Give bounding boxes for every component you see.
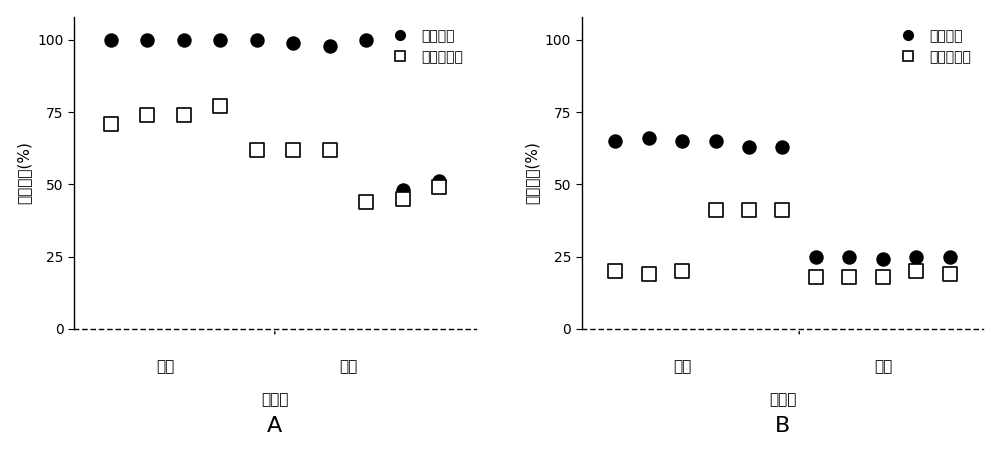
Y-axis label: 氨挥发率(%): 氨挥发率(%)	[17, 141, 32, 204]
Point	[942, 270, 958, 278]
Point	[875, 256, 891, 263]
Text: 白天: 白天	[673, 359, 691, 374]
Text: 夜晰: 夜晰	[874, 359, 892, 374]
Point	[908, 253, 924, 260]
Point	[908, 267, 924, 275]
Y-axis label: 氨挥发率(%): 氨挥发率(%)	[524, 141, 539, 204]
Point	[641, 270, 657, 278]
Point	[212, 36, 228, 43]
Point	[774, 143, 790, 151]
Point	[808, 273, 824, 281]
Text: 培养皿: 培养皿	[261, 392, 289, 407]
Point	[942, 253, 958, 260]
Point	[395, 186, 411, 194]
Point	[285, 39, 301, 47]
Point	[708, 206, 724, 214]
Point	[103, 36, 119, 43]
Legend: 自然环境, 筱式装置内: 自然环境, 筱式装置内	[889, 24, 976, 69]
Point	[708, 137, 724, 145]
Text: 保鲜盒: 保鲜盒	[769, 392, 796, 407]
Point	[249, 146, 265, 153]
Point	[741, 206, 757, 214]
Point	[358, 36, 374, 43]
Point	[139, 111, 155, 119]
Text: B: B	[775, 416, 790, 436]
Text: 夜晰: 夜晰	[339, 359, 357, 374]
Point	[607, 267, 623, 275]
Point	[875, 273, 891, 281]
Point	[285, 146, 301, 153]
Point	[641, 134, 657, 142]
Point	[249, 36, 265, 43]
Text: 白天: 白天	[156, 359, 174, 374]
Point	[431, 178, 447, 185]
Point	[212, 103, 228, 110]
Point	[774, 206, 790, 214]
Point	[176, 36, 192, 43]
Text: A: A	[267, 416, 282, 436]
Point	[176, 111, 192, 119]
Point	[841, 273, 857, 281]
Point	[674, 137, 690, 145]
Point	[741, 143, 757, 151]
Point	[395, 195, 411, 203]
Point	[674, 267, 690, 275]
Point	[322, 146, 338, 153]
Legend: 自然环境, 筱式装置内: 自然环境, 筱式装置内	[381, 24, 469, 69]
Point	[431, 184, 447, 191]
Point	[841, 253, 857, 260]
Point	[808, 253, 824, 260]
Point	[139, 36, 155, 43]
Point	[358, 198, 374, 206]
Point	[607, 137, 623, 145]
Point	[103, 120, 119, 127]
Point	[322, 42, 338, 49]
